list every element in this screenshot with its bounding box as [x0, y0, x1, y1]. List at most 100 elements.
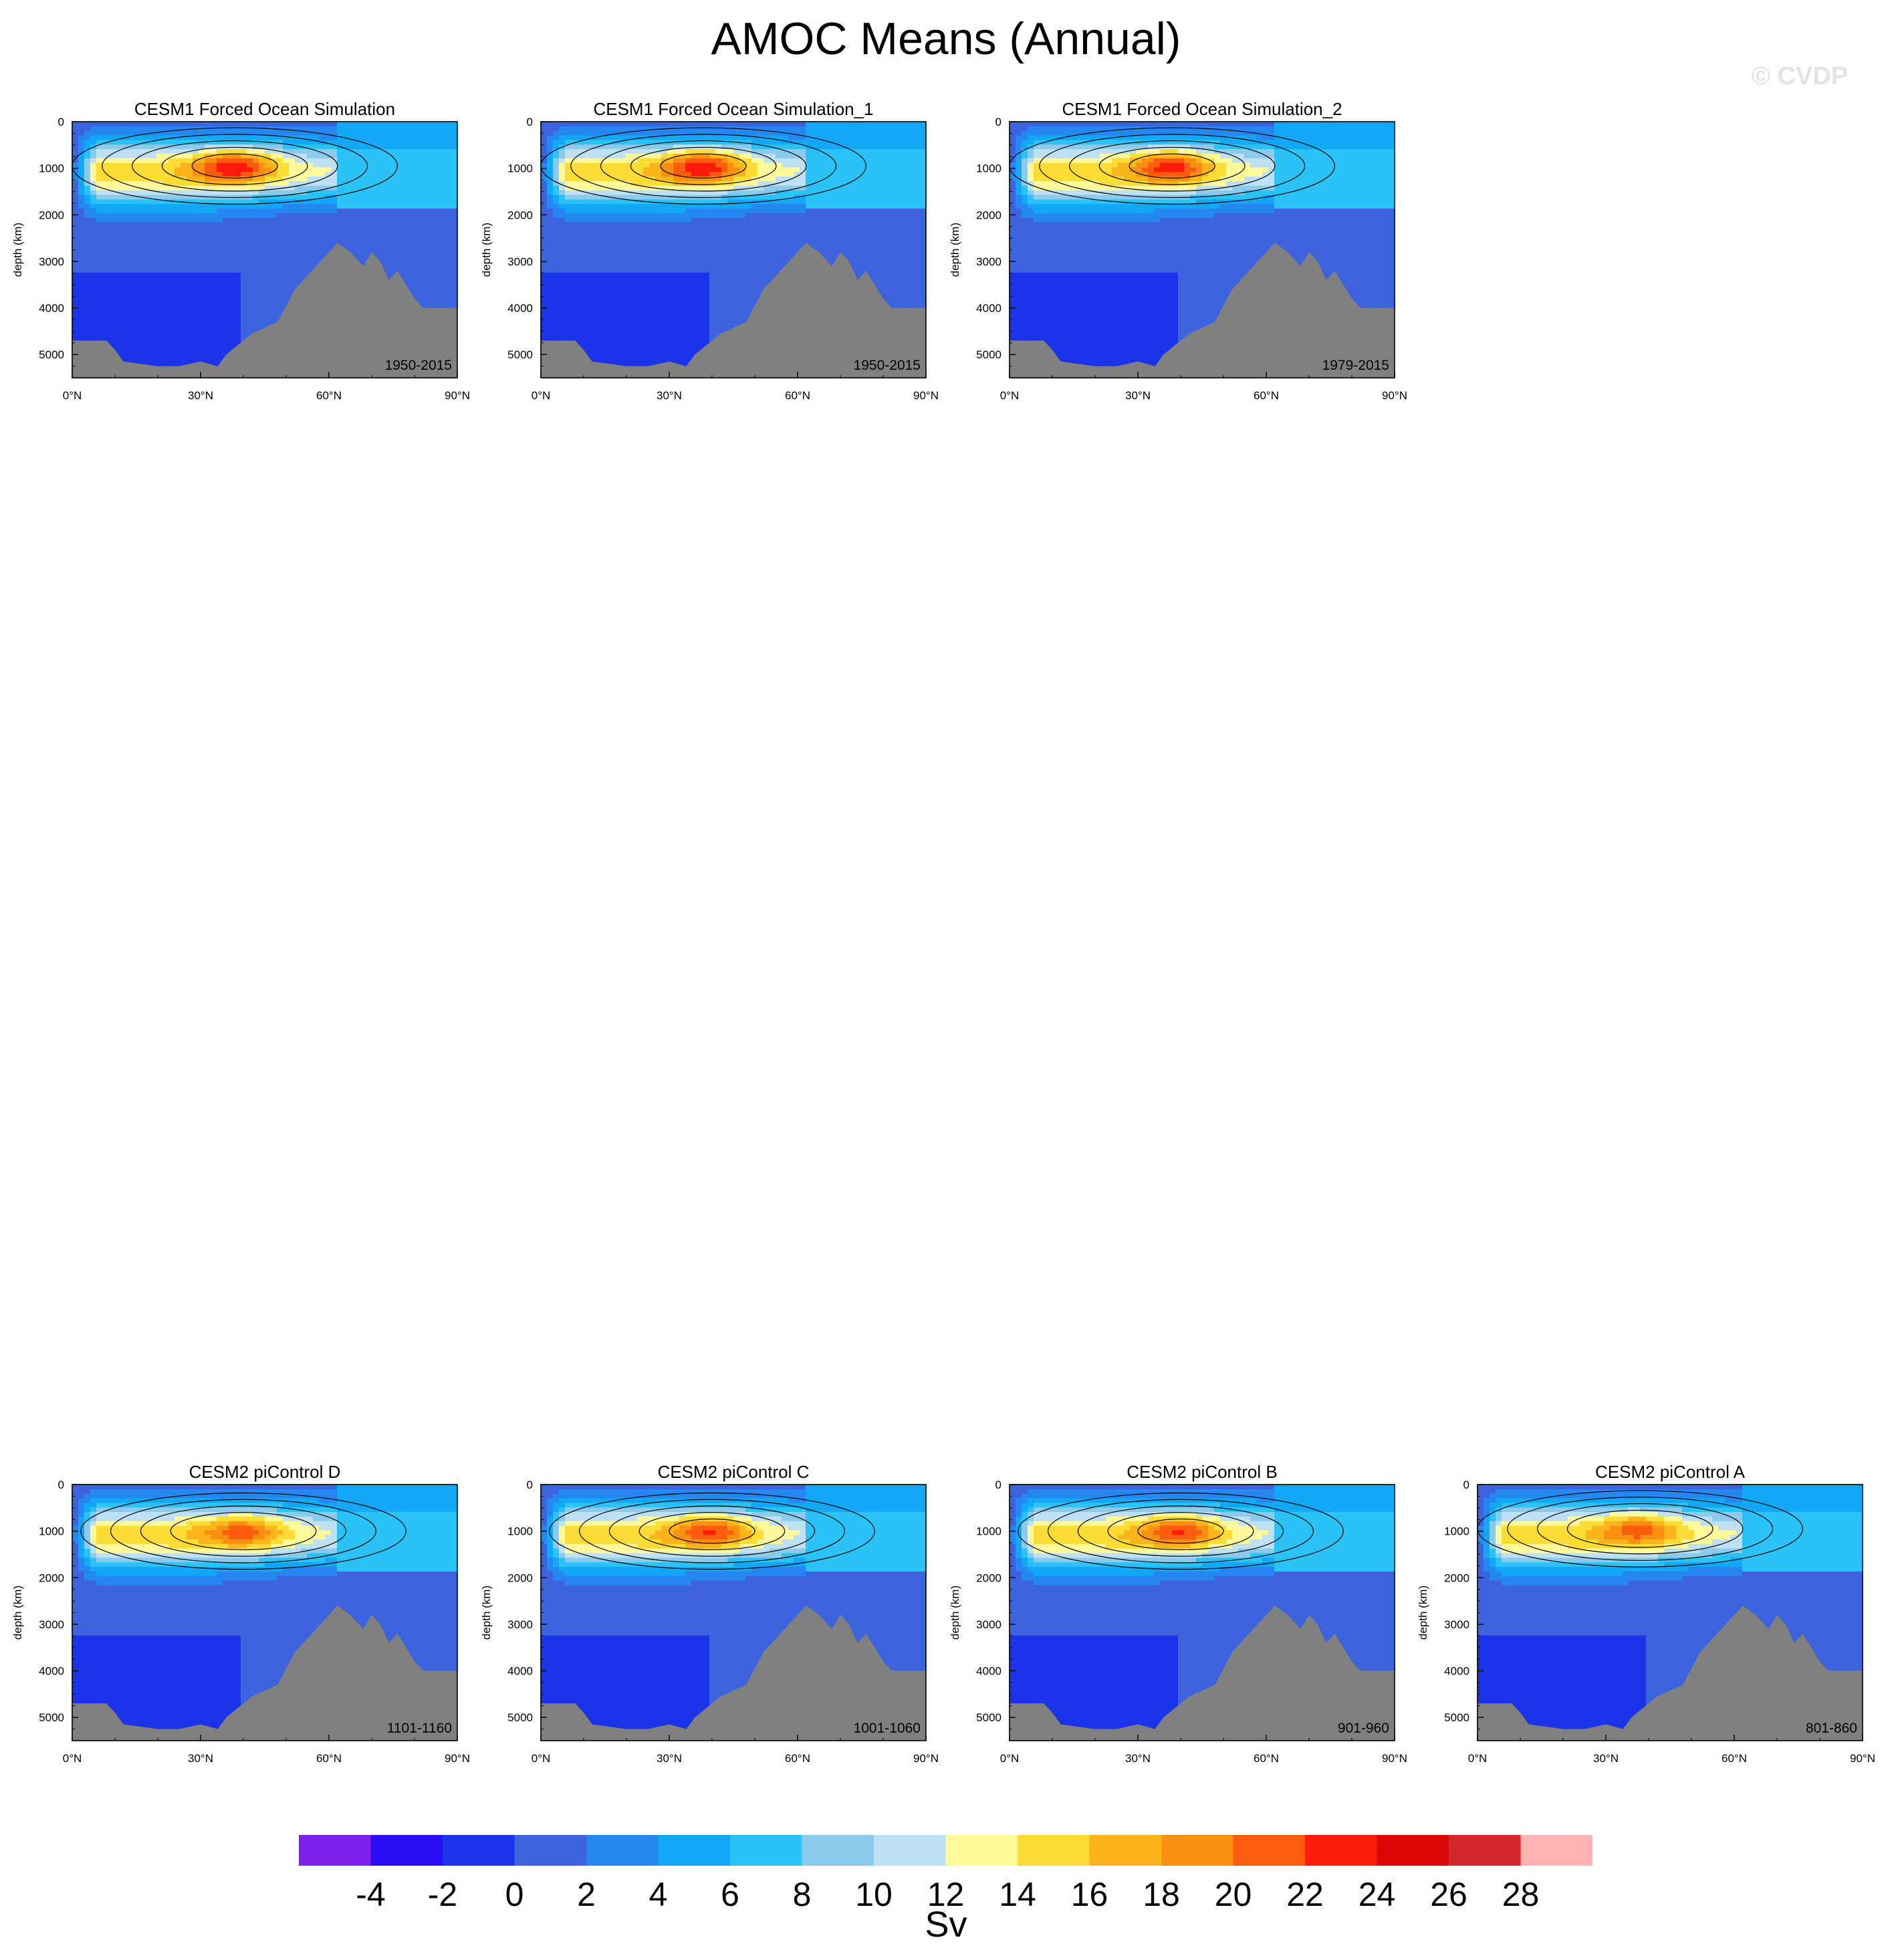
field-cell [229, 126, 235, 132]
field-cell [162, 204, 169, 209]
field-cell [205, 336, 211, 342]
field-cell [319, 149, 326, 154]
field-cell [367, 199, 374, 205]
field-cell [649, 295, 656, 301]
field-cell [78, 309, 85, 314]
field-cell [126, 304, 133, 310]
field-cell [421, 195, 428, 200]
field-cell [541, 167, 548, 173]
field-cell [403, 245, 410, 251]
field-cell [72, 282, 79, 287]
field-cell [313, 153, 320, 159]
field-cell [577, 122, 584, 127]
field-cell [307, 149, 314, 154]
field-cell [72, 336, 79, 342]
field-cell [607, 277, 614, 282]
field-cell [445, 199, 452, 205]
field-cell [673, 204, 680, 209]
field-cell [162, 267, 169, 274]
field-cell [613, 295, 620, 301]
field-cell [132, 235, 139, 241]
field-cell [90, 149, 97, 154]
field-cell [565, 254, 572, 259]
field-cell [259, 185, 265, 191]
field-cell [156, 263, 163, 269]
field-cell [361, 185, 368, 191]
field-cell [637, 332, 644, 338]
field-cell [247, 245, 253, 251]
field-cell [247, 144, 253, 150]
field-cell [415, 295, 422, 301]
field-cell [619, 190, 626, 196]
field-cell [193, 327, 199, 333]
field-cell [307, 195, 314, 200]
field-cell [619, 208, 626, 214]
field-cell [661, 217, 668, 223]
field-cell [625, 167, 632, 173]
field-cell [427, 177, 434, 182]
field-cell [421, 177, 428, 182]
field-cell [571, 181, 578, 187]
field-cell [132, 162, 139, 168]
field-cell [607, 295, 614, 301]
field-cell [223, 286, 229, 292]
field-cell [415, 259, 422, 264]
field-cell [595, 217, 602, 223]
field-cell [439, 304, 446, 310]
field-cell [361, 245, 368, 251]
field-cell [637, 350, 644, 356]
field-cell [174, 359, 181, 365]
field-cell [150, 126, 157, 132]
field-cell [565, 240, 572, 246]
field-cell [138, 304, 145, 310]
field-cell [72, 245, 79, 251]
field-cell [643, 217, 650, 223]
field-cell [259, 249, 265, 255]
field-cell [415, 213, 422, 219]
field-cell [253, 300, 259, 306]
field-cell [541, 208, 548, 214]
field-cell [229, 172, 235, 177]
field-cell [637, 295, 644, 301]
field-cell [397, 195, 404, 200]
field-cell [156, 309, 163, 314]
field-cell [162, 231, 169, 237]
field-cell [583, 126, 590, 132]
field-cell [235, 291, 241, 296]
field-cell [607, 122, 614, 127]
field-cell [451, 167, 457, 173]
field-cell [156, 181, 163, 187]
field-cell [619, 231, 626, 237]
field-cell [619, 354, 626, 360]
field-cell [259, 122, 265, 127]
field-cell [577, 153, 584, 159]
field-cell [265, 272, 271, 278]
field-cell [325, 153, 332, 159]
field-cell [150, 354, 157, 360]
field-cell [427, 291, 434, 296]
field-cell [439, 217, 446, 223]
x-tick-label: 60°N [316, 389, 342, 402]
field-cell [361, 254, 368, 259]
field-cell [126, 177, 133, 182]
field-cell [343, 172, 350, 177]
field-cell [144, 336, 151, 342]
field-cell [571, 318, 578, 324]
field-cell [174, 213, 181, 219]
field-cell [391, 249, 398, 255]
field-cell [643, 185, 650, 191]
field-cell [150, 245, 157, 251]
field-cell [583, 153, 590, 159]
field-cell [84, 304, 91, 310]
field-cell [181, 240, 187, 246]
field-cell [439, 144, 446, 150]
field-cell [367, 149, 374, 154]
field-cell [72, 167, 79, 173]
field-cell [96, 158, 103, 164]
field-cell [577, 332, 584, 338]
field-cell [445, 267, 452, 274]
field-cell [114, 195, 121, 200]
field-cell [607, 222, 614, 227]
field-cell [108, 235, 115, 241]
field-cell [72, 208, 79, 214]
